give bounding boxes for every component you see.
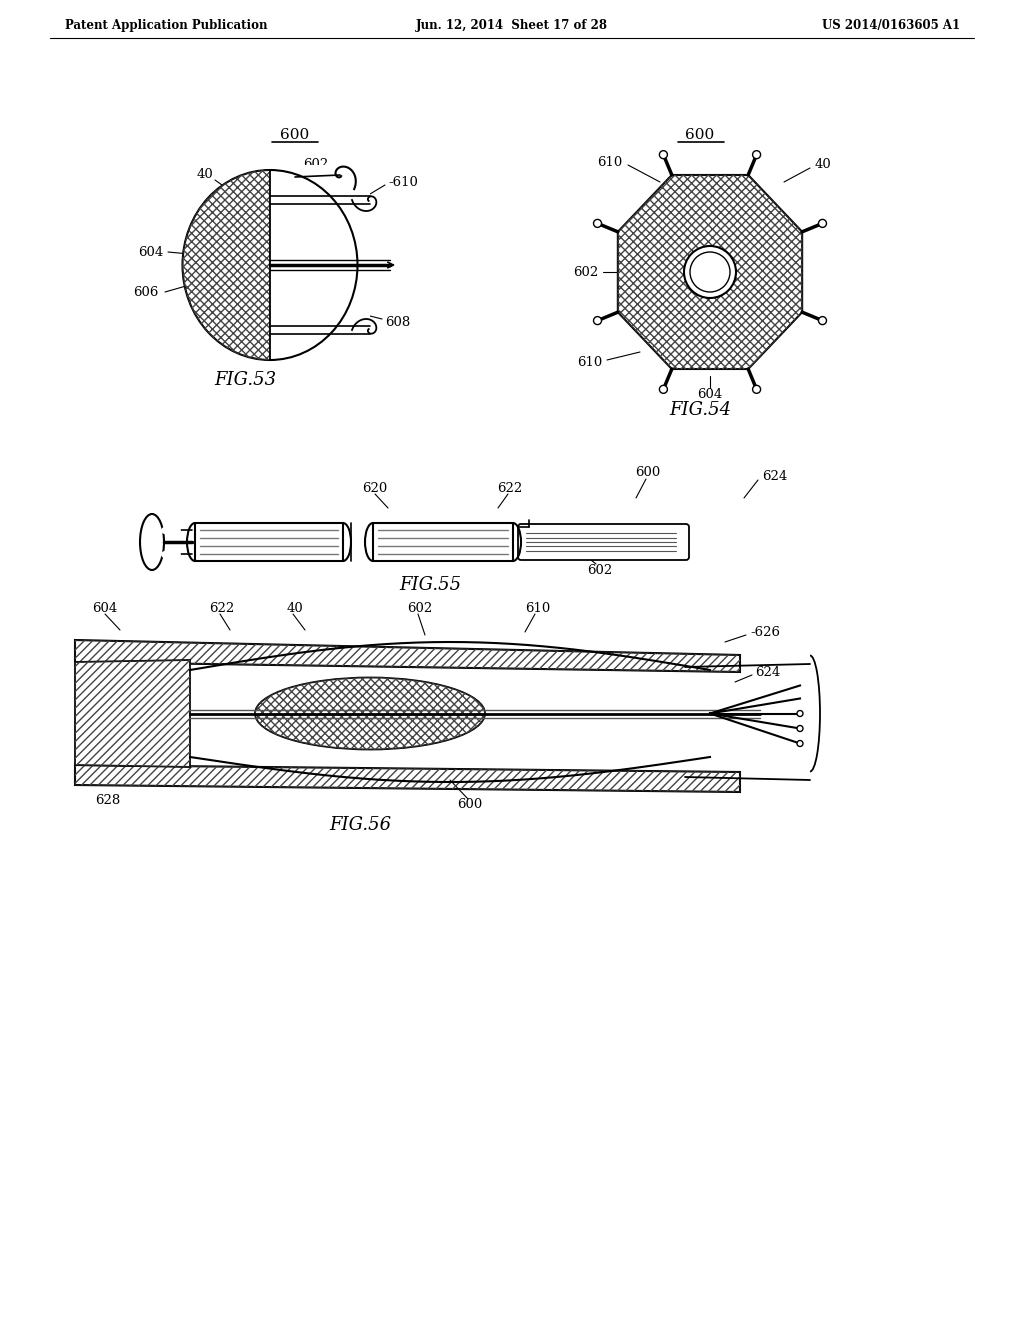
- Circle shape: [684, 246, 736, 298]
- Text: 602: 602: [572, 265, 598, 279]
- Text: 604: 604: [92, 602, 118, 615]
- Text: 608: 608: [385, 315, 411, 329]
- Ellipse shape: [255, 677, 485, 750]
- Text: 604: 604: [138, 246, 163, 259]
- Text: 610: 610: [597, 156, 622, 169]
- Text: 600: 600: [281, 128, 309, 143]
- Text: FIG.56: FIG.56: [329, 816, 391, 834]
- Polygon shape: [617, 176, 802, 370]
- Text: -610: -610: [388, 176, 418, 189]
- Text: 40: 40: [287, 602, 303, 615]
- Ellipse shape: [140, 513, 164, 570]
- Circle shape: [797, 741, 803, 747]
- Text: 610: 610: [577, 355, 602, 368]
- Polygon shape: [75, 660, 190, 767]
- Text: US 2014/0163605 A1: US 2014/0163605 A1: [822, 18, 961, 32]
- Bar: [270, 165, 370, 366]
- Polygon shape: [75, 766, 740, 792]
- Text: 40: 40: [197, 169, 213, 181]
- Text: Jun. 12, 2014  Sheet 17 of 28: Jun. 12, 2014 Sheet 17 of 28: [416, 18, 608, 32]
- Text: 624: 624: [762, 470, 787, 483]
- Circle shape: [797, 710, 803, 717]
- Text: 622: 622: [209, 602, 234, 615]
- Text: -626: -626: [750, 626, 780, 639]
- Text: FIG.55: FIG.55: [399, 576, 461, 594]
- Text: 620: 620: [362, 482, 388, 495]
- Text: 624: 624: [755, 665, 780, 678]
- Circle shape: [818, 219, 826, 227]
- Text: 628: 628: [95, 793, 121, 807]
- Text: 602: 602: [408, 602, 432, 615]
- Text: FIG.54: FIG.54: [669, 401, 731, 418]
- Text: 604: 604: [697, 388, 723, 401]
- Text: 622: 622: [498, 482, 522, 495]
- Circle shape: [753, 385, 761, 393]
- Text: FIG.53: FIG.53: [214, 371, 276, 389]
- Text: Patent Application Publication: Patent Application Publication: [65, 18, 267, 32]
- Text: 600: 600: [458, 799, 482, 812]
- Text: 606: 606: [133, 285, 158, 298]
- Circle shape: [690, 252, 730, 292]
- FancyBboxPatch shape: [373, 523, 513, 561]
- Circle shape: [659, 385, 668, 393]
- Polygon shape: [75, 640, 740, 672]
- FancyBboxPatch shape: [518, 524, 689, 560]
- Circle shape: [753, 150, 761, 158]
- Text: 602: 602: [303, 158, 329, 172]
- Text: 610: 610: [525, 602, 551, 615]
- Text: 600: 600: [685, 128, 715, 143]
- Text: 40: 40: [815, 158, 831, 172]
- Text: 602: 602: [588, 564, 612, 577]
- Circle shape: [594, 317, 601, 325]
- FancyBboxPatch shape: [195, 523, 343, 561]
- Text: 600: 600: [635, 466, 660, 479]
- Ellipse shape: [182, 170, 357, 360]
- Circle shape: [594, 219, 601, 227]
- Circle shape: [818, 317, 826, 325]
- Circle shape: [797, 726, 803, 731]
- Circle shape: [659, 150, 668, 158]
